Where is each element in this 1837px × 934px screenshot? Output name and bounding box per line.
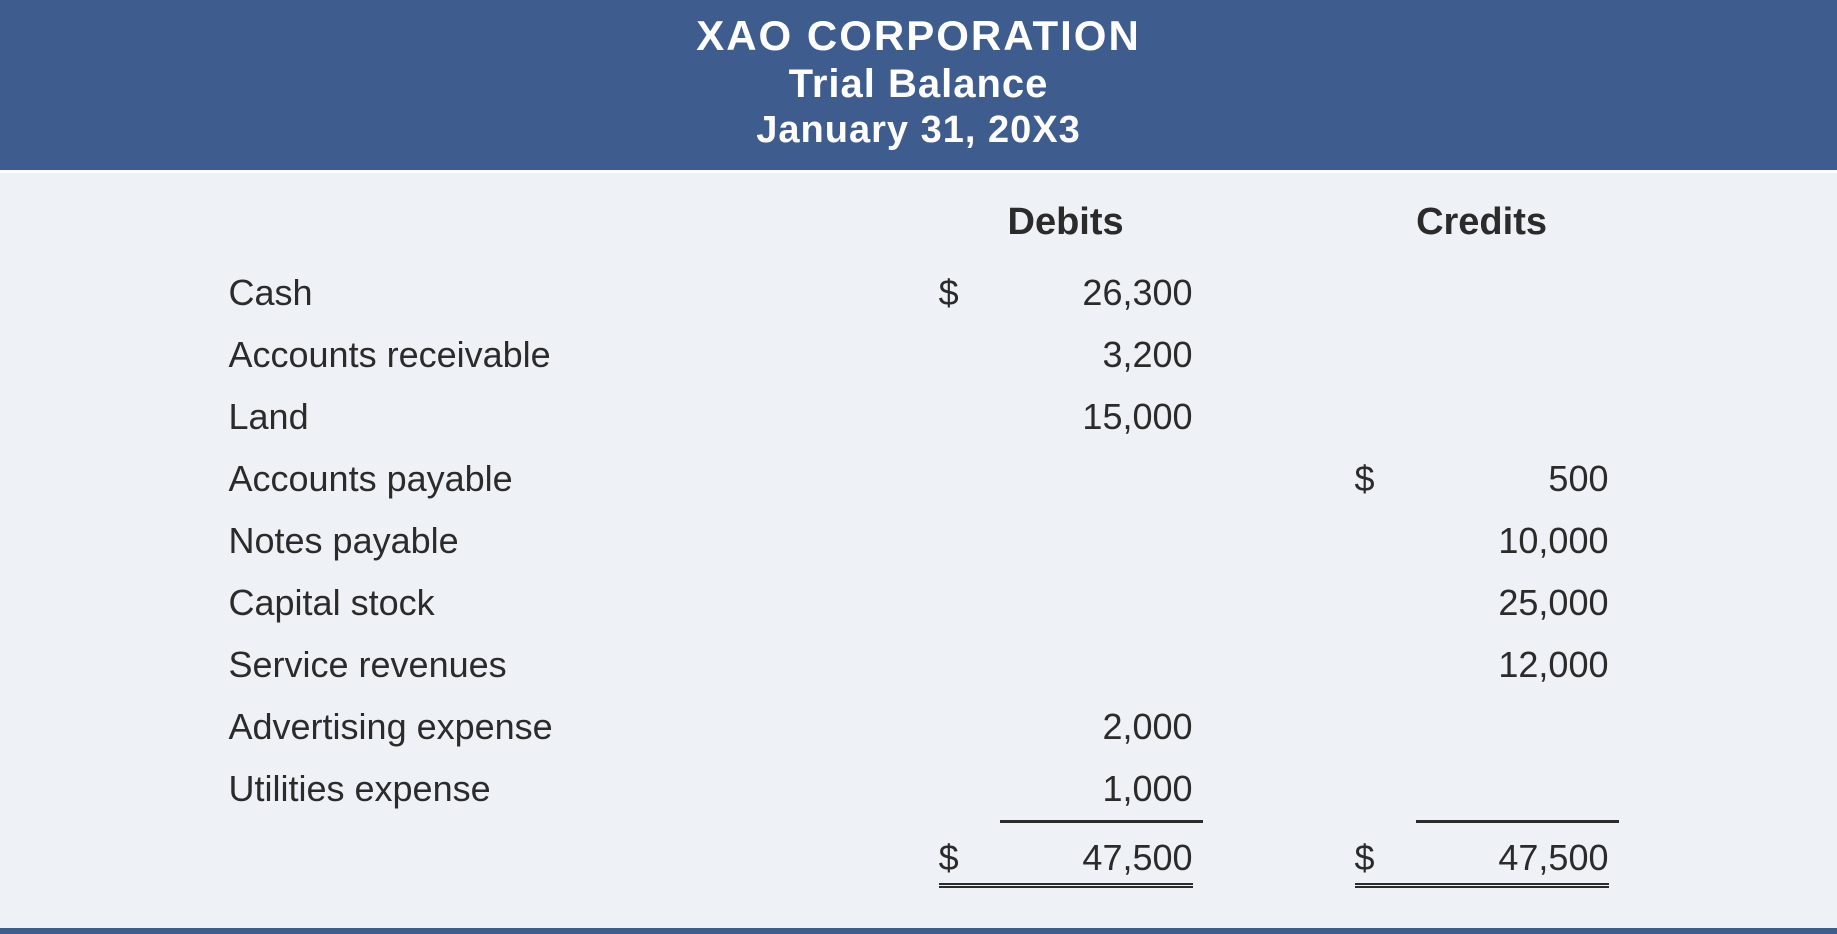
trial-balance-table: Debits Credits Cash $ 26,300 Accounts re… bbox=[219, 193, 1619, 898]
table-row: Cash $ 26,300 bbox=[219, 262, 1619, 324]
debit-value: 15,000 bbox=[1000, 386, 1203, 448]
debit-value bbox=[1000, 510, 1203, 572]
credit-value bbox=[1416, 324, 1619, 386]
credit-value: 500 bbox=[1416, 448, 1619, 510]
debit-total-symbol: $ bbox=[939, 837, 959, 879]
statement-title: Trial Balance bbox=[0, 62, 1837, 107]
debit-symbol: $ bbox=[929, 262, 1000, 324]
debit-value bbox=[1000, 448, 1203, 510]
totals-row: $47,500 $47,500 bbox=[219, 822, 1619, 899]
credit-value: 25,000 bbox=[1416, 572, 1619, 634]
table-row: Advertising expense 2,000 bbox=[219, 696, 1619, 758]
debit-value: 3,200 bbox=[1000, 324, 1203, 386]
debit-total-value: 47,500 bbox=[1082, 837, 1192, 878]
debit-symbol bbox=[929, 510, 1000, 572]
credit-total-symbol: $ bbox=[1355, 837, 1375, 879]
account-name: Accounts receivable bbox=[219, 324, 929, 386]
table-row: Service revenues 12,000 bbox=[219, 634, 1619, 696]
credit-value bbox=[1416, 386, 1619, 448]
table-row: Accounts payable $ 500 bbox=[219, 448, 1619, 510]
credit-value bbox=[1416, 758, 1619, 822]
credit-value: 10,000 bbox=[1416, 510, 1619, 572]
account-name: Cash bbox=[219, 262, 929, 324]
debit-symbol bbox=[929, 324, 1000, 386]
credit-symbol bbox=[1345, 758, 1416, 822]
column-header-row: Debits Credits bbox=[219, 193, 1619, 262]
debit-value: 2,000 bbox=[1000, 696, 1203, 758]
table-row: Utilities expense 1,000 bbox=[219, 758, 1619, 822]
credit-symbol bbox=[1345, 324, 1416, 386]
account-name: Utilities expense bbox=[219, 758, 929, 822]
account-name: Notes payable bbox=[219, 510, 929, 572]
table-row: Capital stock 25,000 bbox=[219, 572, 1619, 634]
trial-balance-sheet: XAO CORPORATION Trial Balance January 31… bbox=[0, 0, 1837, 934]
account-name: Accounts payable bbox=[219, 448, 929, 510]
debit-value: 26,300 bbox=[1000, 262, 1203, 324]
debit-value: 1,000 bbox=[1000, 758, 1203, 822]
credits-total: $47,500 bbox=[1355, 837, 1609, 888]
credit-symbol: $ bbox=[1345, 448, 1416, 510]
account-name: Service revenues bbox=[219, 634, 929, 696]
debit-symbol bbox=[929, 696, 1000, 758]
debit-symbol bbox=[929, 448, 1000, 510]
account-name: Capital stock bbox=[219, 572, 929, 634]
table-row: Accounts receivable 3,200 bbox=[219, 324, 1619, 386]
statement-header: XAO CORPORATION Trial Balance January 31… bbox=[0, 0, 1837, 173]
debits-header: Debits bbox=[929, 193, 1203, 262]
debit-symbol bbox=[929, 758, 1000, 822]
credit-symbol bbox=[1345, 510, 1416, 572]
credit-symbol bbox=[1345, 696, 1416, 758]
credits-header: Credits bbox=[1345, 193, 1619, 262]
credit-symbol bbox=[1345, 262, 1416, 324]
debit-symbol bbox=[929, 572, 1000, 634]
statement-body: Debits Credits Cash $ 26,300 Accounts re… bbox=[0, 173, 1837, 928]
debit-value bbox=[1000, 572, 1203, 634]
company-name: XAO CORPORATION bbox=[0, 12, 1837, 60]
credit-value: 12,000 bbox=[1416, 634, 1619, 696]
statement-date: January 31, 20X3 bbox=[0, 109, 1837, 152]
debits-total: $47,500 bbox=[939, 837, 1193, 888]
debit-symbol bbox=[929, 634, 1000, 696]
credit-value bbox=[1416, 696, 1619, 758]
account-name: Advertising expense bbox=[219, 696, 929, 758]
credit-symbol bbox=[1345, 386, 1416, 448]
account-name: Land bbox=[219, 386, 929, 448]
table-row: Notes payable 10,000 bbox=[219, 510, 1619, 572]
credit-value bbox=[1416, 262, 1619, 324]
credit-symbol bbox=[1345, 634, 1416, 696]
credit-symbol bbox=[1345, 572, 1416, 634]
credit-total-value: 47,500 bbox=[1498, 837, 1608, 878]
table-row: Land 15,000 bbox=[219, 386, 1619, 448]
debit-value bbox=[1000, 634, 1203, 696]
debit-symbol bbox=[929, 386, 1000, 448]
